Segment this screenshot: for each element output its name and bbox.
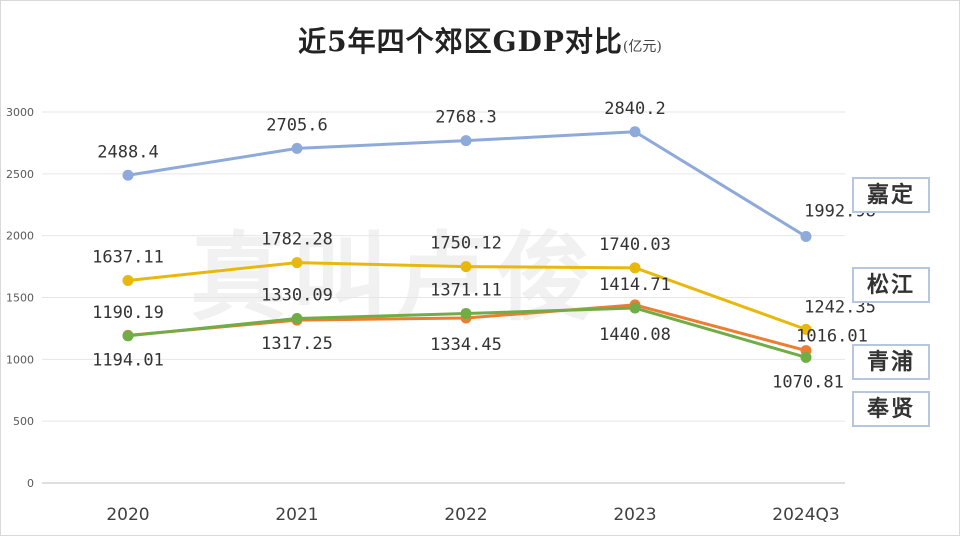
y-tick-label: 3000 [6,106,34,119]
data-point [800,231,812,243]
data-label: 2840.2 [604,99,665,119]
data-label: 2768.3 [435,108,496,128]
data-label: 1330.09 [261,286,333,306]
data-label: 1070.81 [772,373,844,393]
data-label: 1740.03 [599,235,671,255]
y-tick-label: 1500 [6,292,34,305]
x-tick-label: 2020 [106,505,149,525]
data-point [122,169,134,181]
series-line [127,130,807,238]
data-point [629,126,641,138]
data-label: 1782.28 [261,230,333,250]
legend-qingpu: 青浦 [852,344,930,380]
data-label: 1334.45 [430,335,502,355]
chart-title: 近5年四个郊区GDP对比(亿元) [0,20,960,60]
y-tick-label: 2000 [6,230,34,243]
data-point [800,323,812,335]
y-tick-label: 500 [13,415,34,428]
legend-label-songjiang: 松江 [866,272,915,298]
data-point [122,275,134,287]
data-label: 2705.6 [266,115,327,135]
x-tick-label: 2021 [275,505,318,525]
data-label: 1414.71 [599,275,671,295]
data-point [460,135,472,147]
data-label: 1637.11 [92,248,164,268]
y-tick-label: 0 [27,477,34,490]
x-tick-label: 2022 [444,505,487,525]
y-tick-label: 2500 [6,168,34,181]
chart-unit: (亿元) [622,39,662,55]
data-point [800,351,812,363]
data-label: 1016.01 [796,326,868,346]
x-tick-label: 2024Q3 [772,505,839,525]
legend-songjiang: 松江 [852,267,930,303]
data-label: 1750.12 [430,234,502,254]
legend-label-fengxian: 奉贤 [866,396,915,422]
data-label: 2488.4 [97,142,158,162]
data-point [291,257,303,269]
data-label: 1440.08 [599,325,671,345]
x-tick-label: 2023 [613,505,656,525]
legend-jiading: 嘉定 [852,177,930,213]
data-point [629,262,641,274]
legend-label-qingpu: 青浦 [866,349,915,375]
data-label: 1317.25 [261,334,333,354]
data-point [460,307,472,319]
data-point [291,142,303,154]
data-point [122,330,134,342]
data-label: 1194.01 [92,350,164,370]
legend-fengxian: 奉贤 [852,391,930,427]
chart-title-text: 近5年四个郊区GDP对比 [298,25,623,58]
data-point [291,313,303,325]
data-label: 1371.11 [430,280,502,300]
data-label: 1190.19 [92,303,164,323]
legend-label-jiading: 嘉定 [866,182,915,208]
data-point [460,261,472,273]
y-tick-label: 1000 [6,353,34,366]
data-point [629,302,641,314]
